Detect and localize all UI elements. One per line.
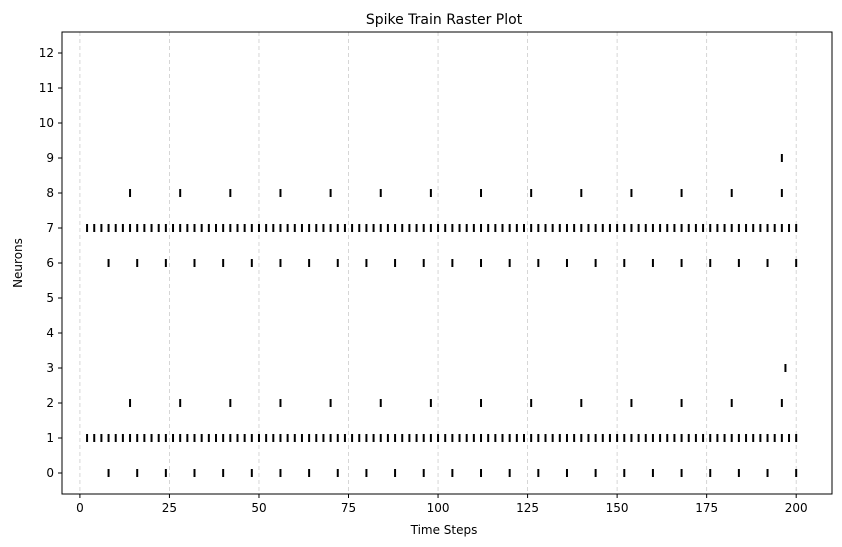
y-tick-label: 2	[46, 396, 54, 410]
y-tick-label: 8	[46, 186, 54, 200]
y-tick-label: 3	[46, 361, 54, 375]
x-tick-label: 125	[516, 501, 539, 515]
y-tick-label: 0	[46, 466, 54, 480]
spike-layer	[86, 154, 798, 477]
plot-frame	[61, 31, 833, 495]
y-tick-label: 5	[46, 291, 54, 305]
x-tick-label: 50	[251, 501, 266, 515]
x-tick-label: 25	[162, 501, 177, 515]
y-tick-label: 10	[39, 116, 54, 130]
x-tick-label: 75	[341, 501, 356, 515]
y-tick-label: 9	[46, 151, 54, 165]
x-tick-label: 0	[76, 501, 84, 515]
x-tick-label: 100	[427, 501, 450, 515]
y-tick-label: 7	[46, 221, 54, 235]
y-tick-label: 11	[39, 81, 54, 95]
neuron-2-spikes	[129, 399, 783, 407]
x-tick-label: 175	[695, 501, 718, 515]
y-tick-label: 1	[46, 431, 54, 445]
x-tick-label: 200	[785, 501, 808, 515]
y-tick-label: 6	[46, 256, 54, 270]
x-axis-label: Time Steps	[410, 523, 478, 537]
y-tick-label: 4	[46, 326, 54, 340]
chart-title: Spike Train Raster Plot	[366, 12, 523, 28]
neuron-1-spikes	[86, 434, 798, 442]
y-axis-label: Neurons	[11, 238, 25, 288]
neuron-7-spikes	[86, 224, 798, 232]
y-tick-label: 12	[39, 46, 54, 60]
x-tick-label: 150	[606, 501, 629, 515]
neuron-8-spikes	[129, 189, 783, 197]
grid-layer	[79, 32, 797, 494]
neuron-0-spikes	[107, 469, 798, 477]
neuron-6-spikes	[107, 259, 798, 267]
